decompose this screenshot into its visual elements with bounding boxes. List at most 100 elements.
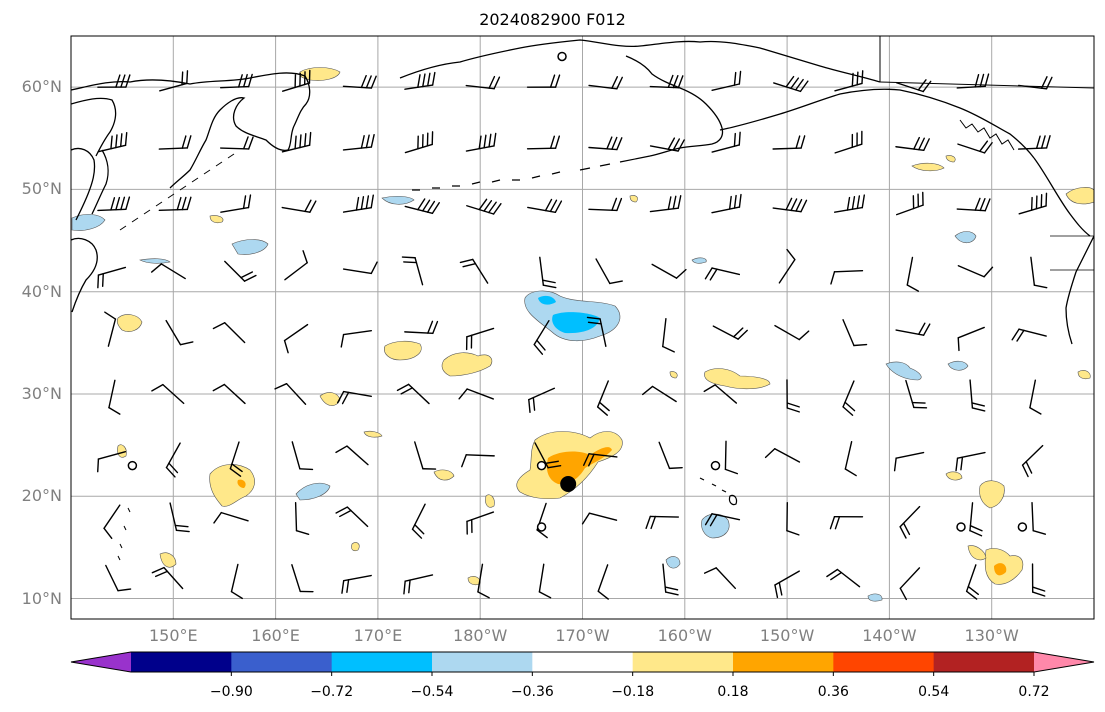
wind-barb [658,441,683,470]
wind-barb [834,70,864,92]
lat-label: 50°N [21,179,62,199]
wind-barb [538,563,552,599]
lon-label: 170°W [555,626,610,645]
anomaly-blob-positive [467,576,481,586]
wind-barb [342,261,378,275]
wind-barb [539,256,557,289]
wind-barb [213,511,249,524]
anomaly-blob-negative [954,231,977,244]
wind-barb [220,194,252,213]
wind-barb [212,383,246,405]
anomaly-blob-positive [363,430,383,438]
anomaly-blob-positive [945,155,956,163]
wind-barb [281,69,311,92]
wind-barb [774,570,800,599]
colorbar-tick-label: −0.36 [510,684,554,700]
wind-barb [834,130,863,154]
colorbar-segment [833,652,935,672]
wind-barb [595,258,623,285]
colorbar-tick-label: 0.54 [918,684,950,700]
wind-barb [230,563,243,600]
wind-barb [649,74,684,89]
lon-label: 140°W [862,626,917,645]
wind-barb [899,505,921,539]
wind-barb [342,134,375,151]
wind-barb [336,390,372,405]
wind-barb [458,388,494,400]
wind-barb [1021,444,1044,478]
wind-barb [772,197,808,213]
wind-barb [596,380,610,416]
colorbar-tick-label: −0.18 [611,684,655,700]
anomaly-blob-positive [945,471,963,481]
anomaly-blob-positive [485,494,495,508]
wind-barb [212,322,246,344]
anomaly-blob-negative [885,361,922,381]
wind-barb [165,319,194,346]
anomaly-blob-positive [967,545,987,561]
wind-barb [1029,379,1042,415]
colorbar-segment [632,652,734,672]
anomaly-blob-negative [231,239,269,255]
calm-wind-marker [1017,522,1028,532]
anomaly-contours [71,67,1094,602]
calm-wind-marker [536,460,547,471]
anomaly-blob-positive [351,542,360,552]
wind-barb [527,198,563,213]
wind-barb [649,137,685,152]
wind-barb [477,563,490,599]
wind-barb [108,379,121,415]
lon-label: 150°W [759,626,815,645]
wind-barb [169,502,190,533]
wind-barb [97,196,131,212]
wind-barb [151,383,185,405]
colorbar-segment [231,652,333,672]
wind-barb [229,441,243,477]
anomaly-blob-positive [669,371,678,379]
wind-barb [294,502,310,536]
wind-barb [773,75,809,93]
anomaly-blob-positive [979,480,1005,509]
storm-center-marker [560,475,577,492]
wind-barb [956,197,991,212]
colorbar-tick-label: −0.90 [209,684,253,700]
colorbar-segment [933,652,1035,672]
anomaly-core-negative [538,295,556,305]
wind-barb [465,327,495,351]
wind-barb [662,563,679,596]
anomaly-blob-positive [1077,370,1091,380]
wind-barb [957,265,994,278]
wind-barb [165,442,181,478]
wind-barb [274,382,307,405]
lat-label: 30°N [21,383,62,403]
anomaly-core-positive [994,563,1007,576]
wind-barb [1031,502,1047,535]
lon-label: 130°W [964,626,1019,645]
wind-barb [764,448,801,463]
wind-barb [526,74,561,88]
calm-wind-marker [710,460,721,471]
wind-barb [1031,563,1046,597]
anomaly-blob-positive [209,464,255,507]
wind-barb [103,504,121,540]
wind-barb [404,131,434,154]
wind-barb [342,194,374,213]
colorbar-tick-label: −0.72 [310,684,354,700]
colorbar [70,651,1095,676]
site-markers [127,51,1028,532]
wind-barb [281,199,317,213]
wind-barb [159,70,189,92]
wind-barb [414,441,437,470]
anomaly-core-positive [237,479,246,488]
wind-barb [651,263,687,279]
map-frame [70,35,1095,620]
wind-barb [534,442,562,469]
wind-barb [588,136,623,151]
wind-barb [465,75,501,90]
map-plot-area [70,35,1095,620]
wind-barb [704,267,741,281]
wind-barb [219,136,254,150]
colorbar-segment [131,652,232,672]
anomaly-blob-negative [139,258,171,264]
